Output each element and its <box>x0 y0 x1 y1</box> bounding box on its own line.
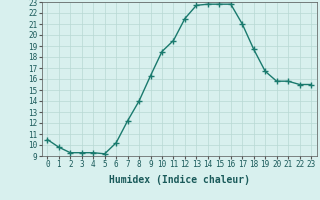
X-axis label: Humidex (Indice chaleur): Humidex (Indice chaleur) <box>109 175 250 185</box>
